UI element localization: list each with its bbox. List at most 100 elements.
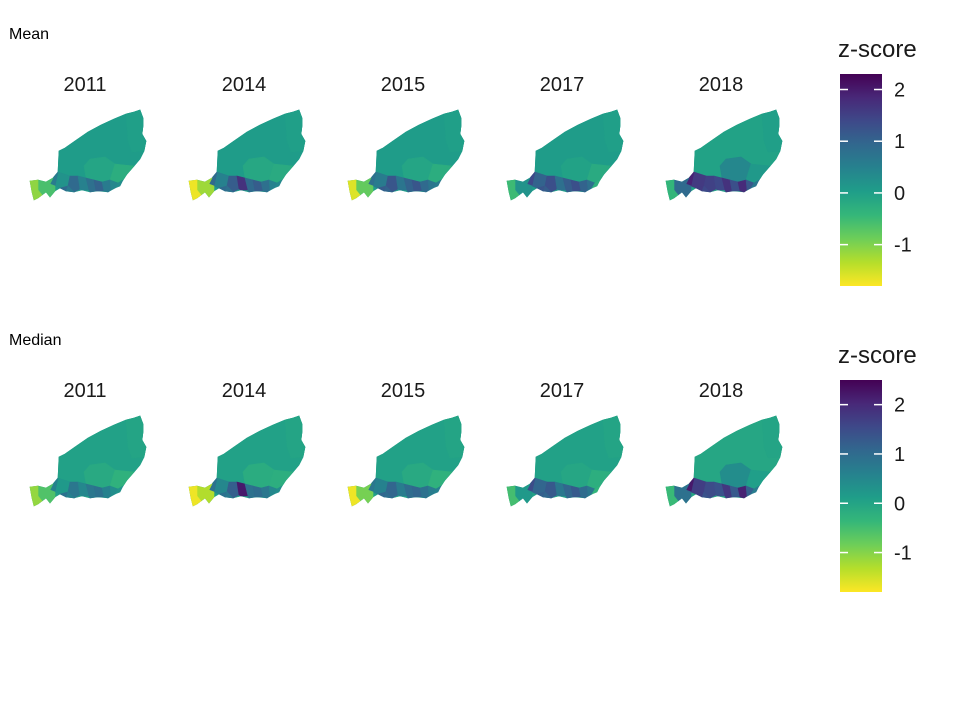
region-south-6 [737,485,748,499]
region-south-6 [101,485,112,499]
region-northeast [443,109,465,153]
colorbar-tick-label: -1 [894,543,912,565]
facet-year-label: 2018 [698,74,744,96]
niger-choropleth-map [347,109,465,201]
colorbar: 2 1 0 -1 [840,380,912,592]
region-south-10 [432,179,442,189]
region-south-4 [562,483,574,499]
region-south-5 [729,485,741,498]
facet-year-label: 2014 [221,380,267,402]
map-regions [347,109,465,201]
map-regions [506,415,624,507]
legend-title: z-score [838,36,917,63]
facet-year-label: 2015 [380,74,426,96]
region-south-10 [750,485,760,495]
region-south-5 [93,485,105,498]
facet-year-label: 2018 [698,380,744,402]
facet-year-label: 2017 [539,380,585,402]
map-regions [665,109,783,201]
region-south-10 [591,179,601,189]
region-south-4 [244,177,256,193]
region-south-6 [260,179,271,193]
panel-title-median: Median [9,332,62,349]
region-south-4 [562,177,574,193]
colorbar-gradient [840,380,882,592]
region-south-6 [578,179,589,193]
niger-choropleth-map [665,109,783,201]
region-south-9 [383,185,393,193]
region-south-6 [101,179,112,193]
map-regions [347,415,465,507]
region-south-4 [85,483,97,499]
region-south-10 [273,179,283,189]
facet-mean-2014: 2014 [169,70,319,220]
region-south-6 [419,179,430,193]
region-south-9 [701,491,711,499]
facet-year-label: 2015 [380,380,426,402]
facet-year-label: 2011 [63,380,107,402]
region-south-5 [411,179,423,192]
colorbar-tick-label: 0 [894,493,905,515]
facet-median-2014: 2014 [169,376,319,526]
region-south-10 [273,485,283,495]
region-south-4 [721,177,733,193]
region-south-2 [67,481,81,499]
colorbar-tick-label: 2 [894,80,905,102]
region-south-10 [591,485,601,495]
facet-year-label: 2011 [63,74,107,96]
colorbar-gradient [840,74,882,286]
region-northeast [284,109,306,153]
map-regions [29,109,147,201]
niger-choropleth-map [506,109,624,201]
niger-choropleth-map [347,415,465,507]
facet-median-2011: 2011 [10,376,160,526]
region-south-2 [703,481,717,499]
region-south-9 [224,491,234,499]
facet-mean-2015: 2015 [328,70,478,220]
region-south-9 [383,491,393,499]
legend-title: z-score [838,342,917,369]
colorbar-tick-label: 0 [894,183,905,205]
niger-choropleth-map [188,109,306,201]
niger-choropleth-map [188,415,306,507]
region-south-6 [737,179,748,193]
region-south-5 [570,485,582,498]
region-south-5 [252,179,264,192]
colorbar-legend: z-score 2 1 0 -1 [838,36,958,296]
facet-mean-2017: 2017 [487,70,637,220]
region-northeast [125,109,147,153]
region-south-4 [721,483,733,499]
facet-year-label: 2014 [221,74,267,96]
facet-median-2018: 2018 [646,376,796,526]
region-northeast [761,109,783,153]
facet-median-2015: 2015 [328,376,478,526]
region-south-4 [403,177,415,193]
region-northeast [602,109,624,153]
region-northeast [284,415,306,459]
region-southwest-3 [347,179,361,201]
region-south-9 [542,185,552,193]
region-south-2 [703,175,717,193]
region-northeast [602,415,624,459]
region-south-2 [226,175,240,193]
region-south-10 [114,485,124,495]
region-south-6 [578,485,589,499]
map-regions [188,109,306,201]
region-south-9 [65,185,75,193]
facet-mean-2018: 2018 [646,70,796,220]
mean-panel: Mean 2011 2014 2015 2017 2018 z-score 2 1… [0,0,960,300]
region-south-5 [252,485,264,498]
niger-choropleth-map [506,415,624,507]
region-southwest-3 [665,485,679,507]
map-regions [665,415,783,507]
niger-choropleth-map [665,415,783,507]
region-south-4 [244,483,256,499]
region-south-5 [570,179,582,192]
colorbar-tick-label: 2 [894,395,905,417]
region-south-2 [226,481,240,499]
map-regions [29,415,147,507]
colorbar-legend: z-score 2 1 0 -1 [838,342,958,602]
region-southwest-3 [29,179,43,201]
region-northeast [443,415,465,459]
map-regions [188,415,306,507]
